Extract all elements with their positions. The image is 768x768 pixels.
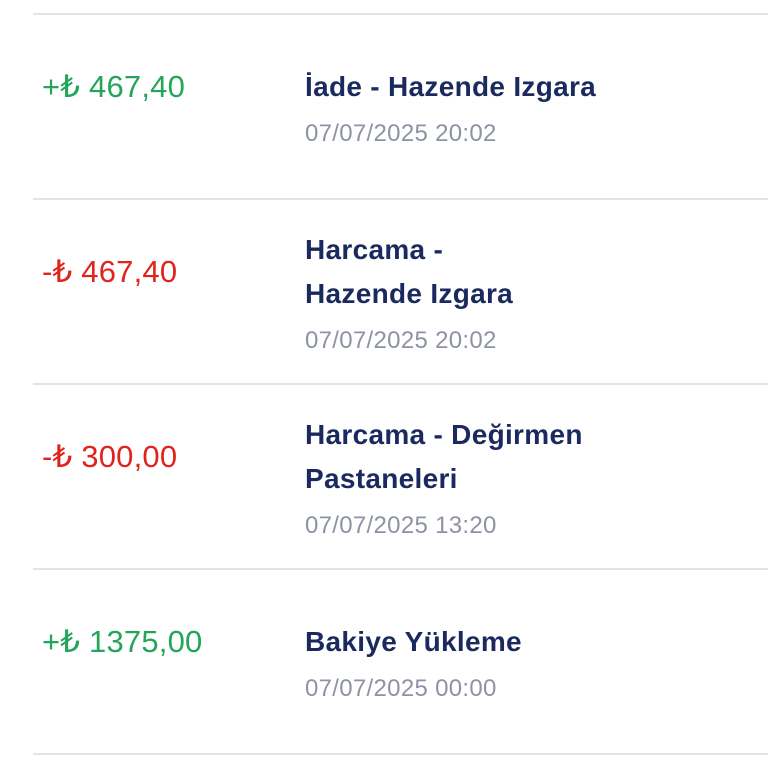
transaction-title: Bakiye Yükleme	[305, 625, 522, 657]
transaction-date: 07/07/2025 20:02	[305, 119, 497, 147]
transaction-amount: -₺ 300,00	[42, 438, 178, 474]
transaction-row[interactable]: +₺ 1375,00 Bakiye Yükleme 07/07/2025 00:…	[33, 568, 768, 753]
transaction-list: +₺ 467,40 İade - Hazende Izgara 07/07/20…	[33, 13, 768, 755]
transaction-date: 07/07/2025 00:00	[305, 674, 497, 702]
transaction-row[interactable]: +₺ 467,40 İade - Hazende Izgara 07/07/20…	[33, 13, 768, 198]
transaction-title: Harcama - Hazende Izgara	[305, 233, 514, 309]
transaction-amount: +₺ 467,40	[42, 68, 186, 104]
transaction-amount: -₺ 467,40	[42, 253, 178, 289]
transaction-amount: +₺ 1375,00	[42, 623, 203, 659]
transaction-row[interactable]: -₺ 467,40 Harcama - Hazende Izgara 07/07…	[33, 198, 768, 383]
transaction-date: 07/07/2025 13:20	[305, 511, 497, 539]
transaction-row[interactable]: -₺ 300,00 Harcama - Değirmen Pastaneleri…	[33, 383, 768, 568]
transaction-date: 07/07/2025 20:02	[305, 326, 497, 354]
transaction-title: İade - Hazende Izgara	[305, 70, 597, 102]
transaction-title: Harcama - Değirmen Pastaneleri	[305, 418, 583, 494]
